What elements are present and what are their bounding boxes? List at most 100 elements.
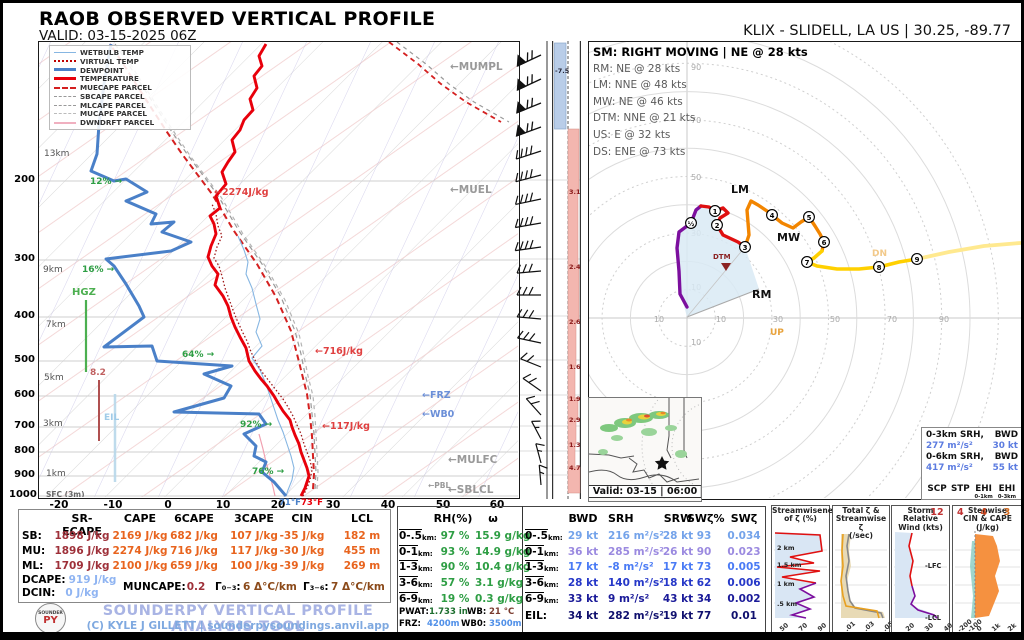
dtm-marker <box>721 263 731 271</box>
legend-label: MLCAPE PARCEL <box>80 100 146 110</box>
rh-label-64: 64% → <box>182 350 215 360</box>
state-borders <box>589 398 700 483</box>
dcin-value: 0 J/kg <box>65 587 99 599</box>
swzpct-header: SWζ% <box>687 512 725 525</box>
rh-0-05: 97 % <box>440 530 470 542</box>
inset-title: Storm Relative Wind (kts) <box>898 506 943 532</box>
svg-text:1: 1 <box>713 208 718 216</box>
mulfc-label: ←MULFC <box>448 454 498 466</box>
dewpoint-line <box>89 43 288 497</box>
ehi01-col: EHI 0-1km 4 <box>974 484 993 518</box>
map-valid-label: Valid: 03-15 | 06:00 <box>589 485 701 498</box>
kin-swz: 0.023 <box>727 546 761 558</box>
dcin-label: DCIN: <box>22 587 56 599</box>
legend-label: MUECAPE PARCEL <box>80 83 152 93</box>
pwat-label: PWAT: <box>399 607 429 617</box>
svg-text:70: 70 <box>691 116 701 125</box>
zeta-fill <box>841 534 885 618</box>
footer-credit: (C) KYLE J GILLETT | sounderpysoundings.… <box>86 620 390 632</box>
kin-srw: 19 kt <box>662 610 694 622</box>
logo-text-main: PY <box>43 615 58 626</box>
omega-value: 2.4 <box>569 263 581 271</box>
mu-3cape: 117 J/kg <box>230 545 278 557</box>
surface-dewpoint-label: 71°F <box>279 498 301 508</box>
pressure-tick-700: 700 <box>14 420 35 431</box>
kin-swzpct: 77 <box>696 610 712 622</box>
muecape-line-sample <box>54 86 76 89</box>
dwndrft-line-sample <box>54 122 76 124</box>
stepwise-cin-fill <box>970 541 975 618</box>
frz-value: 4200m <box>427 619 460 629</box>
station-info: KLIX - SLIDELL, LA US | 30.25, -89.77 <box>743 23 1011 39</box>
radar-echoes <box>598 411 687 458</box>
rh-label-16: 16% → <box>82 265 115 275</box>
legend-item: VIRTUAL TEMP <box>54 57 186 66</box>
srh-0-3-header: 0-3km SRH, BWD <box>926 430 1018 440</box>
sb-6cape: 682 J/kg <box>170 530 218 542</box>
srh-header: SRH <box>608 512 634 525</box>
parcel-upper-segment <box>388 42 502 123</box>
mlcape-line-sample <box>54 104 76 106</box>
total-zeta-inset: Total ζ & Streamwise ζ (/sec) .01 .03 .05 <box>832 505 895 632</box>
col-lcl: LCL <box>350 512 374 525</box>
legend-item: DWNDRFT PARCEL <box>54 118 186 127</box>
hgz-label: HGZ <box>72 287 96 298</box>
sb-row-label: SB: <box>22 530 42 542</box>
lfc-label: -LFC <box>925 562 942 570</box>
col-cape: CAPE <box>123 512 157 525</box>
streamwiseness-fill <box>775 532 822 618</box>
trace-9km-plus <box>915 241 1021 261</box>
temp-tick: 60 <box>489 499 505 511</box>
svg-text:50: 50 <box>691 173 701 182</box>
kin-bwd: 28 kt <box>567 577 599 589</box>
sbcape-parcel-line <box>114 43 317 490</box>
streamwiseness-lower-line <box>788 582 817 619</box>
frz-label: ←FRZ <box>422 390 451 401</box>
total-zeta-plot <box>835 533 887 619</box>
svg-text:50: 50 <box>830 315 840 324</box>
kin-row-range: 0-.5 <box>525 530 548 542</box>
skewt-background <box>39 42 518 497</box>
inset-title: Stepwise CIN & CAPE (J/kg) <box>963 506 1012 532</box>
mu-6cape: 716 J/kg <box>170 545 218 557</box>
dwndrft-parcel-line <box>258 433 276 497</box>
sblcl-label: ←SBLCL <box>448 484 494 496</box>
kin-srh: 140 m²/s² <box>608 577 664 589</box>
legend-label: DWNDRFT PARCEL <box>80 118 155 128</box>
streamwise-zeta-line <box>840 533 880 619</box>
wb-value: 21 °C <box>489 607 515 617</box>
srh-0-3-values: 277 m²/s² 30 kt <box>926 441 1018 451</box>
kin-swz: 0.01 <box>731 610 757 622</box>
legend-item: SBCAPE PARCEL <box>54 92 186 101</box>
w-3-6: 3.1 g/kg <box>475 577 524 589</box>
temp-tick: 40 <box>380 499 396 511</box>
footer-tool-name: SOUNDERPY VERTICAL PROFILE ANALYSIS TOOL <box>102 603 374 635</box>
trace-0-1km <box>675 204 703 309</box>
svg-text:30: 30 <box>773 315 783 324</box>
hodograph-height-markers: ½ 1 2 3 4 5 6 7 8 9 <box>685 205 923 273</box>
legend-item: MUECAPE PARCEL <box>54 83 186 92</box>
skewt-plot: 12% → 16% → 64% → 92% → 76% → ←2274J/kg … <box>39 42 518 499</box>
legend-label: VIRTUAL TEMP <box>80 56 139 66</box>
omega-down-bars <box>567 128 581 494</box>
srw-header: SRW <box>663 512 693 525</box>
kin-bwd: 29 kt <box>567 530 599 542</box>
moist-row-range: 6-9 <box>399 593 418 605</box>
omega-bar-labels: -7.5 3.1 2.4 2.6 1.6 1.9 2.9 1.3 4.7 <box>555 67 581 472</box>
sbcape-line-sample <box>54 95 76 97</box>
kin-srw: 28 kt <box>662 530 694 542</box>
omega-value: 4.7 <box>569 464 581 472</box>
svg-text:3: 3 <box>743 244 748 252</box>
parcel-upper-segment-gray <box>396 42 510 123</box>
ml-cin: -39 J/kg <box>279 560 325 572</box>
mu-srecape: 1896 J/kg <box>54 545 110 557</box>
kin-swzpct: 62 <box>696 577 712 589</box>
wb0-label: ←WB0 <box>422 409 455 420</box>
temp-tick: 30 <box>325 499 341 511</box>
kin-swz: 0.006 <box>727 577 761 589</box>
sfc-label: SFC (3m) <box>46 490 85 497</box>
trace-3-6km <box>743 199 826 253</box>
srw-fill <box>895 532 937 618</box>
kin-srw: 43 kt <box>662 593 694 605</box>
omega-value: -7.5 <box>555 67 570 75</box>
